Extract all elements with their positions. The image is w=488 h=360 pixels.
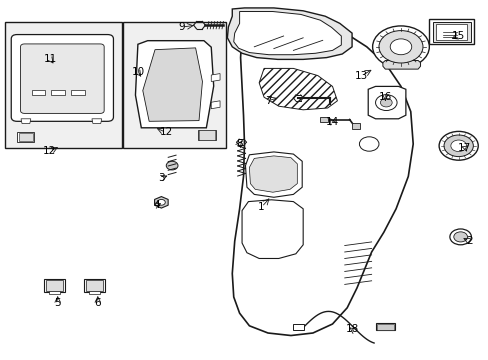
Bar: [428, 19, 473, 44]
Polygon shape: [227, 8, 351, 59]
Polygon shape: [245, 152, 302, 197]
Bar: [123, 22, 225, 148]
FancyBboxPatch shape: [20, 44, 104, 113]
Polygon shape: [242, 200, 303, 258]
Polygon shape: [249, 156, 297, 192]
Text: 4: 4: [153, 200, 160, 210]
Bar: [17, 132, 34, 142]
Polygon shape: [211, 101, 220, 109]
Circle shape: [443, 135, 472, 157]
Polygon shape: [21, 119, 31, 123]
Polygon shape: [142, 48, 202, 121]
Text: 6: 6: [94, 298, 101, 308]
Bar: [49, 291, 60, 294]
Circle shape: [380, 98, 391, 107]
Circle shape: [389, 39, 411, 55]
Bar: [84, 279, 104, 292]
Text: 1: 1: [258, 202, 264, 212]
Bar: [19, 133, 33, 141]
Text: 11: 11: [43, 54, 57, 64]
Bar: [197, 130, 216, 140]
Text: 18: 18: [345, 324, 358, 334]
Text: 14: 14: [325, 117, 339, 127]
Polygon shape: [135, 41, 213, 128]
Bar: [51, 90, 65, 95]
Text: 12: 12: [159, 127, 173, 138]
Bar: [199, 130, 214, 140]
Polygon shape: [259, 68, 337, 110]
Bar: [432, 22, 470, 42]
Circle shape: [166, 161, 178, 170]
Polygon shape: [367, 86, 405, 119]
Bar: [89, 291, 100, 294]
Circle shape: [453, 232, 467, 242]
Bar: [435, 24, 466, 40]
Circle shape: [359, 137, 378, 151]
Text: 17: 17: [457, 143, 470, 153]
Text: 16: 16: [378, 92, 391, 102]
Circle shape: [375, 95, 396, 111]
Text: 7: 7: [264, 96, 271, 106]
Text: 9: 9: [178, 22, 185, 32]
Text: 3: 3: [158, 173, 164, 183]
Bar: [375, 323, 394, 330]
Polygon shape: [232, 13, 412, 336]
Text: 8: 8: [236, 139, 243, 149]
Bar: [5, 22, 122, 148]
Bar: [86, 280, 102, 291]
Polygon shape: [382, 60, 420, 69]
Bar: [44, 279, 64, 292]
Bar: [320, 117, 327, 122]
Text: 10: 10: [131, 67, 144, 77]
Text: 13: 13: [354, 71, 368, 81]
Text: 5: 5: [54, 298, 61, 308]
Bar: [46, 280, 62, 291]
Bar: [376, 324, 393, 330]
Bar: [351, 123, 359, 129]
Circle shape: [450, 140, 466, 152]
Circle shape: [157, 199, 165, 205]
Polygon shape: [154, 197, 168, 208]
Bar: [32, 90, 45, 95]
Bar: [293, 324, 304, 330]
FancyBboxPatch shape: [11, 35, 113, 121]
Circle shape: [372, 26, 428, 68]
Text: 2: 2: [465, 236, 472, 246]
Text: 12: 12: [43, 146, 57, 156]
Circle shape: [449, 229, 470, 245]
Circle shape: [378, 31, 422, 63]
Bar: [71, 90, 84, 95]
Text: 15: 15: [451, 31, 465, 41]
Circle shape: [438, 131, 477, 160]
Polygon shape: [233, 12, 341, 55]
Polygon shape: [211, 73, 220, 81]
Polygon shape: [92, 119, 102, 123]
